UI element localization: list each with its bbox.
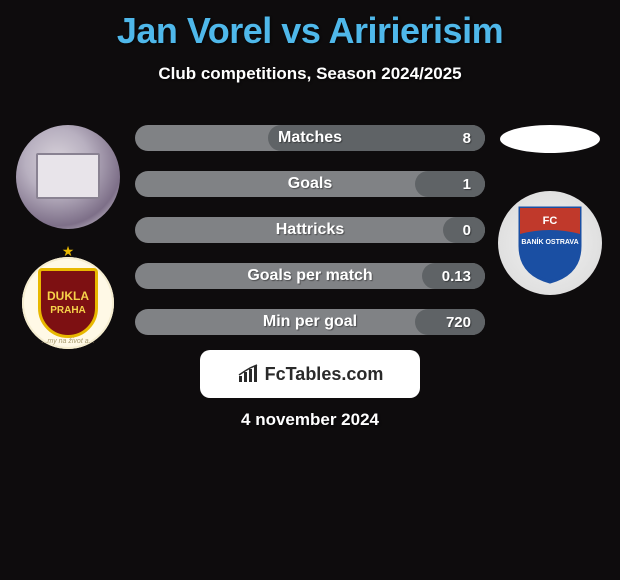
stat-row-goals-per-match: Goals per match 0.13 bbox=[135, 263, 485, 289]
player-photo-left bbox=[16, 125, 120, 229]
club-badge-right: BANÍK OSTRAVA FC bbox=[498, 191, 602, 295]
left-column: ★ DUKLA PRAHA ...my na život a... bbox=[8, 125, 128, 349]
stat-value: 1 bbox=[463, 176, 471, 193]
stat-label: Min per goal bbox=[135, 313, 485, 331]
player-photo-right bbox=[500, 125, 600, 153]
club-badge-left: ★ DUKLA PRAHA ...my na život a... bbox=[22, 257, 114, 349]
club-badge-left-text: DUKLA PRAHA bbox=[47, 290, 89, 316]
stat-row-min-per-goal: Min per goal 720 bbox=[135, 309, 485, 335]
stat-label: Hattricks bbox=[135, 221, 485, 239]
stat-value: 0.13 bbox=[442, 268, 471, 285]
club-badge-left-subline: ...my na život a... bbox=[22, 338, 114, 345]
svg-text:FC: FC bbox=[543, 215, 558, 227]
watermark-box: FcTables.com bbox=[200, 350, 420, 398]
watermark-text: FcTables.com bbox=[265, 364, 384, 385]
stat-row-goals: Goals 1 bbox=[135, 171, 485, 197]
stat-label: Goals per match bbox=[135, 267, 485, 285]
stat-value: 0 bbox=[463, 222, 471, 239]
stat-value: 720 bbox=[446, 314, 471, 331]
stat-value: 8 bbox=[463, 130, 471, 147]
club-badge-left-shield: DUKLA PRAHA bbox=[38, 268, 98, 338]
bar-chart-icon bbox=[237, 364, 259, 384]
svg-text:BANÍK OSTRAVA: BANÍK OSTRAVA bbox=[521, 237, 578, 246]
stat-row-matches: Matches 8 bbox=[135, 125, 485, 151]
stat-label: Goals bbox=[135, 175, 485, 193]
stat-label: Matches bbox=[135, 129, 485, 147]
page-title: Jan Vorel vs Aririerisim bbox=[0, 0, 620, 52]
right-column: BANÍK OSTRAVA FC bbox=[490, 125, 610, 295]
subtitle: Club competitions, Season 2024/2025 bbox=[0, 64, 620, 84]
stats-container: Matches 8 Goals 1 Hattricks 0 Goals per … bbox=[135, 125, 485, 355]
stat-row-hattricks: Hattricks 0 bbox=[135, 217, 485, 243]
club-badge-right-shield: BANÍK OSTRAVA FC bbox=[514, 202, 586, 284]
date-text: 4 november 2024 bbox=[0, 410, 620, 430]
star-icon: ★ bbox=[62, 243, 75, 260]
